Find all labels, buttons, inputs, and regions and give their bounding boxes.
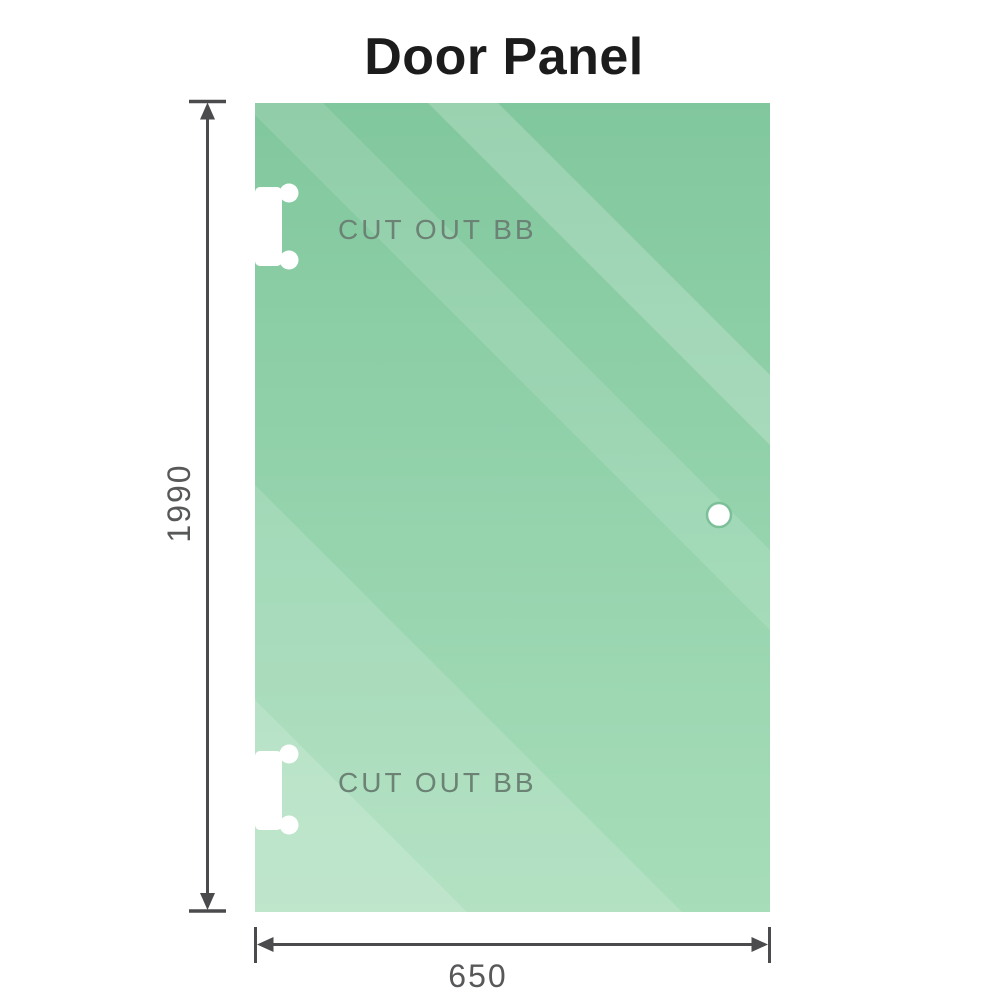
glass-panel [255, 103, 770, 912]
height-dimension-value: 1990 [161, 463, 197, 542]
arrowhead-left-icon [257, 937, 274, 952]
handle-hole [705, 501, 733, 529]
cutout-relief-circle [279, 815, 299, 835]
width-dimension-value: 650 [448, 958, 507, 994]
arrowhead-up-icon [200, 102, 215, 120]
glass-reflection-wash [255, 485, 682, 912]
glass-reflection-streak [428, 103, 770, 445]
top-cutout-bb [255, 183, 299, 270]
page-title: Door Panel [364, 28, 644, 86]
width-dimension: 650 [254, 927, 771, 994]
bottom-cutout-label: CUT OUT BB [338, 767, 537, 798]
cutout-slot [255, 751, 282, 830]
top-cutout-label: CUT OUT BB [338, 214, 537, 245]
cutout-relief-circle [279, 183, 299, 203]
arrowhead-down-icon [200, 893, 215, 910]
glass-reflection-wash [255, 700, 467, 912]
bottom-cutout-bb [255, 744, 299, 835]
glass-reflection-streak [255, 103, 770, 630]
arrowhead-right-icon [751, 937, 768, 952]
glass-reflections [255, 103, 770, 912]
cutout-relief-circle [279, 250, 299, 270]
cutout-slot [255, 187, 282, 266]
height-dimension: 1990 [161, 99, 226, 913]
cutout-relief-circle [279, 744, 299, 764]
